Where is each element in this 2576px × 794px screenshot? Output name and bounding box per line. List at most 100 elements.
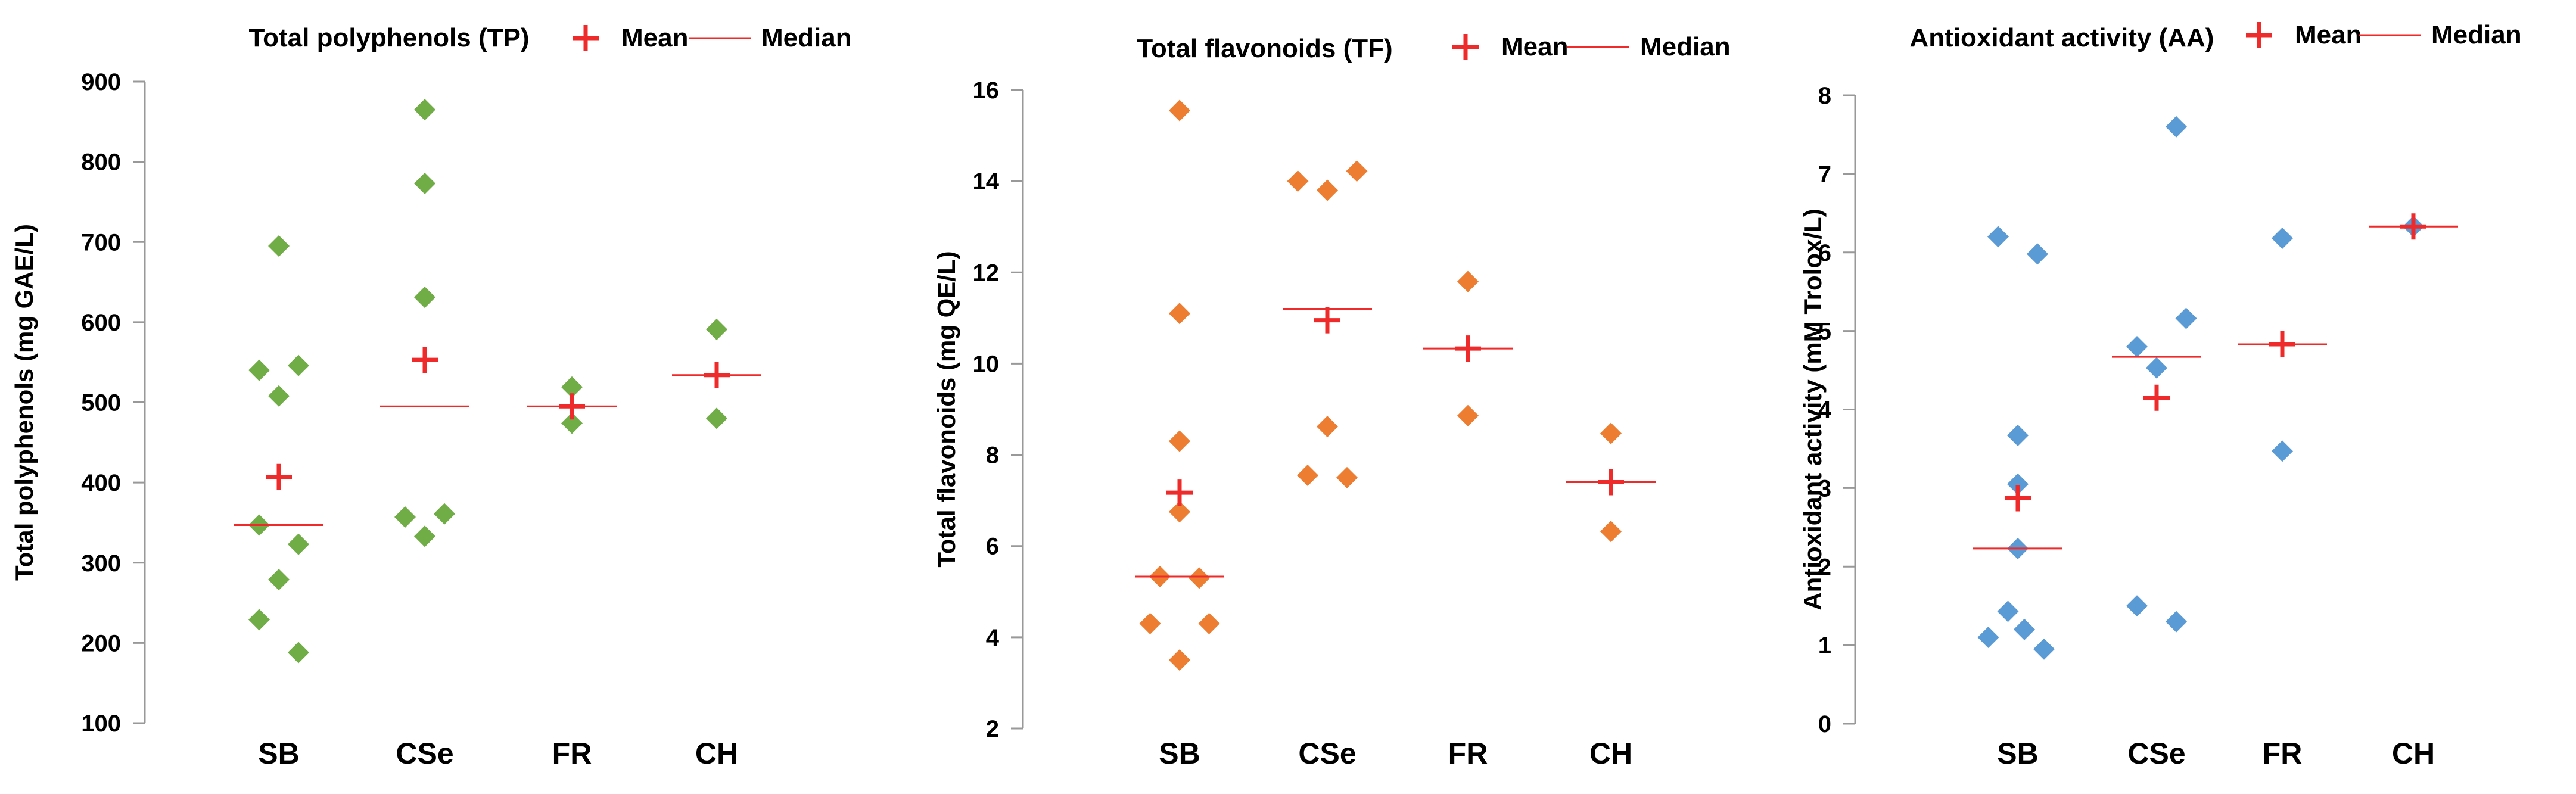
data-point xyxy=(414,287,435,309)
category-label: SB xyxy=(1997,737,2038,770)
data-point xyxy=(1169,430,1190,452)
mean-marker xyxy=(1455,335,1481,362)
legend-mean-label: Mean xyxy=(2295,20,2362,49)
data-point xyxy=(1457,270,1479,292)
data-point xyxy=(1987,226,2009,248)
data-point xyxy=(414,525,435,547)
legend-mean-marker xyxy=(1452,34,1479,60)
mean-marker xyxy=(2005,485,2031,512)
y-axis-title: Total flavonoids (mg QE/L) xyxy=(932,251,960,567)
mean-marker xyxy=(1598,469,1624,496)
data-point xyxy=(1336,466,1358,488)
data-point xyxy=(1169,501,1190,523)
chart-title: Total polyphenols (TP) xyxy=(249,23,530,52)
mean-marker xyxy=(266,463,292,490)
data-point xyxy=(561,376,583,398)
y-tick-label: 700 xyxy=(81,229,121,256)
y-tick-label: 400 xyxy=(81,470,121,496)
y-tick-label: 3 xyxy=(1818,475,1831,502)
y-tick-label: 6 xyxy=(1818,240,1831,266)
chart-panel-2: 2 4 6 8 10 12 14 16 Total flavonoids (mg QE/L) SB… xyxy=(932,32,1731,770)
y-axis-title: Total polyphenols (mg GAE/L) xyxy=(10,224,38,581)
data-point xyxy=(1317,179,1338,201)
data-point xyxy=(1297,465,1318,487)
data-point xyxy=(268,385,290,407)
data-point xyxy=(434,503,455,525)
data-point xyxy=(2272,440,2293,462)
y-tick-label: 7 xyxy=(1818,161,1831,188)
category-label: CH xyxy=(1589,737,1632,770)
data-point xyxy=(2272,228,2293,250)
y-tick-label: 16 xyxy=(973,77,1000,104)
data-point xyxy=(2126,336,2148,357)
y-axis-title: Antioxidant activity (mM Trolox/L) xyxy=(1799,208,1827,610)
data-point xyxy=(1457,404,1479,426)
data-point xyxy=(414,99,435,121)
mean-marker xyxy=(2143,384,2170,411)
category-label: SB xyxy=(258,737,299,770)
y-tick-label: 0 xyxy=(1818,711,1831,737)
mean-marker xyxy=(2400,213,2426,240)
data-point xyxy=(1287,170,1309,192)
data-point xyxy=(2007,473,2029,495)
category-label: FR xyxy=(2263,737,2303,770)
y-tick-label: 8 xyxy=(986,443,999,469)
legend-mean-label: Mean xyxy=(621,23,688,52)
y-tick-label: 900 xyxy=(81,69,121,95)
mean-marker xyxy=(1314,307,1340,334)
y-tick-label: 4 xyxy=(986,625,1000,651)
y-tick-label: 100 xyxy=(81,711,121,737)
data-point xyxy=(706,318,727,340)
data-point xyxy=(268,235,290,257)
chart-title: Antioxidant activity (AA) xyxy=(1910,23,2214,52)
data-point xyxy=(414,172,435,194)
data-point xyxy=(1169,303,1190,325)
data-point xyxy=(1346,160,1368,182)
y-tick-label: 4 xyxy=(1818,397,1832,424)
chart-panel-1: 100 200 300 400 500 600 700 800 900 Total polyphe… xyxy=(10,23,852,770)
y-tick-label: 10 xyxy=(973,351,1000,377)
category-label: CH xyxy=(695,737,738,770)
y-tick-label: 1 xyxy=(1818,633,1831,659)
data-point xyxy=(1198,612,1220,634)
category-label: FR xyxy=(552,737,592,770)
data-point xyxy=(706,407,727,429)
data-point xyxy=(1169,649,1190,671)
mean-marker xyxy=(1166,479,1193,506)
data-point xyxy=(1317,416,1338,438)
y-tick-label: 5 xyxy=(1818,319,1831,345)
mean-marker xyxy=(2269,331,2295,358)
data-point xyxy=(561,412,583,434)
category-label: CSe xyxy=(1298,737,1356,770)
y-tick-label: 300 xyxy=(81,550,121,577)
data-point xyxy=(2007,425,2029,447)
legend-median-label: Median xyxy=(1640,32,1731,61)
data-point xyxy=(2166,116,2187,138)
data-point xyxy=(1189,567,1210,589)
data-point xyxy=(248,609,270,631)
y-tick-label: 14 xyxy=(973,169,1000,195)
data-point xyxy=(1600,521,1622,543)
y-tick-label: 8 xyxy=(1818,83,1831,109)
data-point xyxy=(288,533,309,555)
category-label: CSe xyxy=(396,737,453,770)
data-point xyxy=(248,359,270,381)
legend-median-label: Median xyxy=(761,23,852,52)
y-tick-label: 12 xyxy=(973,260,1000,286)
y-tick-label: 800 xyxy=(81,150,121,176)
category-label: CSe xyxy=(2127,737,2185,770)
category-label: CH xyxy=(2392,737,2435,770)
legend-mean-marker xyxy=(573,25,599,51)
data-point xyxy=(1169,99,1190,122)
data-point xyxy=(1977,626,1999,648)
data-point xyxy=(1600,422,1622,444)
data-point xyxy=(2175,307,2197,329)
mean-marker xyxy=(704,362,730,388)
data-point xyxy=(1139,612,1161,634)
mean-marker xyxy=(412,347,438,373)
data-point xyxy=(2126,595,2148,617)
y-tick-label: 2 xyxy=(1818,554,1831,580)
data-point xyxy=(288,354,309,376)
